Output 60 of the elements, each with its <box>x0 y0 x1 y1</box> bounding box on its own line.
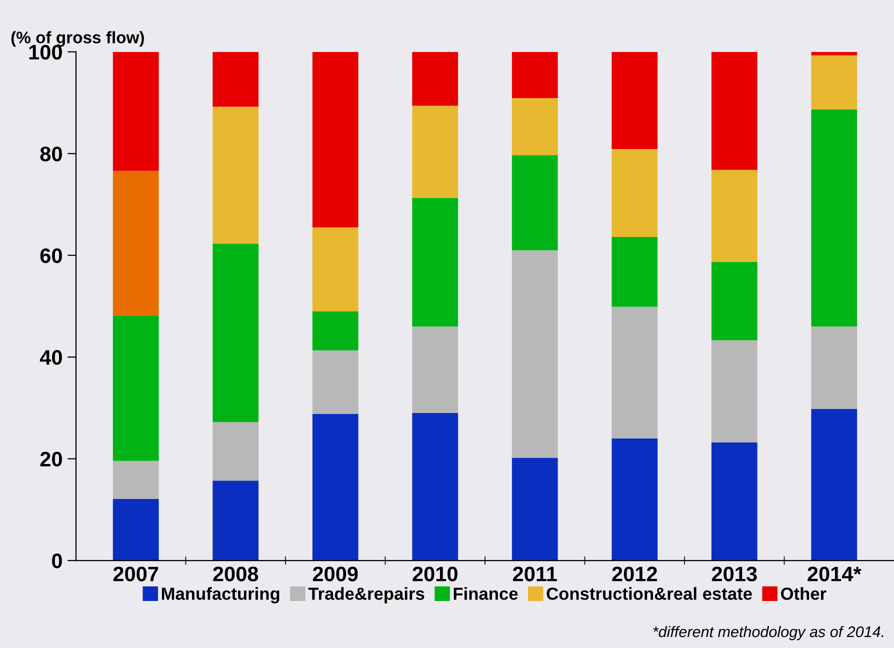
legend-label: Finance <box>454 587 518 600</box>
y-tick-label: 40 <box>40 350 62 365</box>
bar <box>312 414 358 561</box>
bar <box>212 480 259 561</box>
bar <box>811 408 858 561</box>
y-tick-label: 80 <box>40 146 62 162</box>
bar <box>612 306 658 438</box>
bar <box>412 198 458 327</box>
bar <box>212 52 259 107</box>
x-tick-label: 2007 <box>113 566 158 582</box>
bar <box>612 52 658 149</box>
text: *different methodology as of 2014. <box>653 626 884 640</box>
y-tick-label: 0 <box>52 554 62 568</box>
bar <box>312 350 358 414</box>
bar <box>811 52 858 56</box>
bar <box>112 315 159 461</box>
legend-label: Other <box>780 587 826 600</box>
bar <box>112 52 159 171</box>
bar <box>612 237 658 307</box>
bar <box>711 340 758 443</box>
bar <box>711 262 758 340</box>
bar <box>612 438 658 561</box>
x-tick-label: 2013 <box>712 566 757 582</box>
y-tick-label: 100 <box>29 44 62 60</box>
bar <box>412 52 458 106</box>
x-tick-label: 2010 <box>412 566 458 582</box>
legend-label: Manufacturing <box>162 587 280 604</box>
bar <box>512 98 558 156</box>
bar <box>412 106 458 198</box>
legend-label: Trade&repairs <box>308 587 424 604</box>
bar <box>212 106 259 244</box>
bar <box>212 422 259 481</box>
bar <box>312 227 358 312</box>
x-tick-label: 2008 <box>213 566 258 582</box>
bar <box>112 498 159 561</box>
bar <box>112 170 159 316</box>
bar <box>412 413 458 561</box>
bar <box>811 109 858 327</box>
bar <box>711 442 758 561</box>
bar <box>512 52 558 98</box>
bar <box>512 250 558 458</box>
bar <box>412 326 458 414</box>
bar <box>811 55 858 110</box>
bar <box>512 155 558 250</box>
x-tick-label: 2011 <box>513 566 557 582</box>
legend-label: Construction&real estate <box>546 587 752 600</box>
bar <box>312 311 358 350</box>
bar <box>512 458 558 561</box>
x-tick-label: 2014* <box>808 566 862 582</box>
y-tick-label: 20 <box>40 452 62 467</box>
bar <box>811 326 858 409</box>
bar <box>711 52 758 170</box>
x-tick-label: 2012 <box>612 566 657 582</box>
y-tick-label: 60 <box>40 248 62 264</box>
bar <box>612 149 658 237</box>
bar <box>312 52 358 228</box>
x-tick-label: 2009 <box>312 566 358 582</box>
bar <box>112 460 159 499</box>
bar <box>212 244 259 422</box>
bar <box>711 170 758 262</box>
